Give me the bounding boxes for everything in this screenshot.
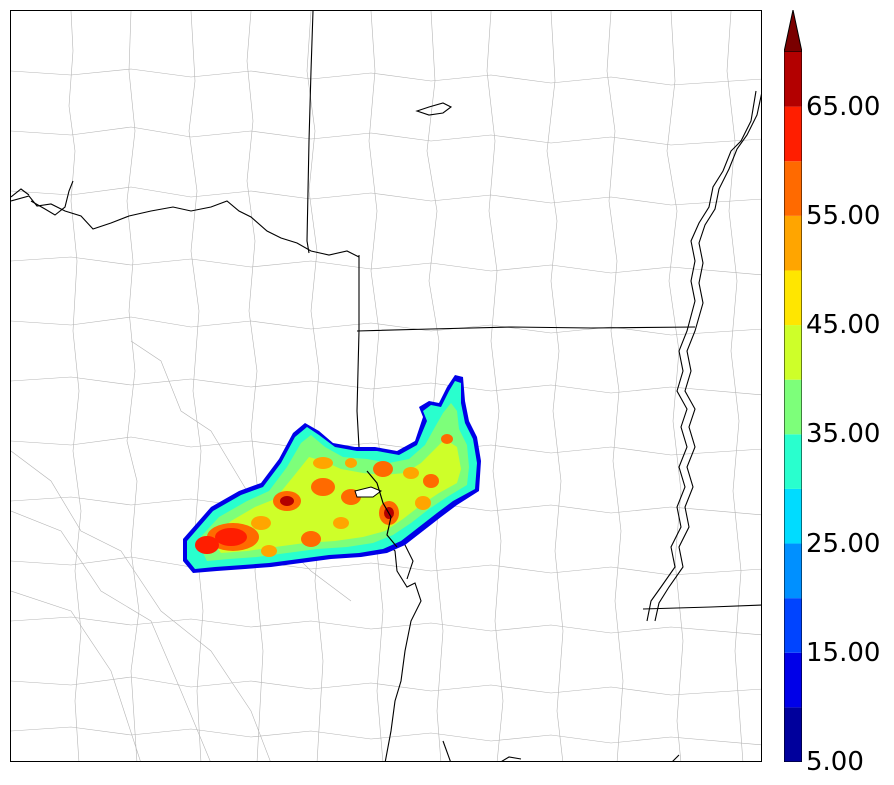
- colorbar-bin: [784, 543, 802, 599]
- map-panel[interactable]: [10, 10, 762, 762]
- colorbar-bin: [784, 161, 802, 216]
- storm-core: [195, 536, 219, 554]
- storm-core: [415, 496, 431, 510]
- precip-field: [183, 375, 481, 573]
- colorbar-tick-label: 55.00: [806, 200, 881, 231]
- storm-core: [313, 457, 333, 469]
- storm-core: [301, 531, 321, 547]
- colorbar-tick-label: 35.00: [806, 419, 881, 450]
- colorbar-bin: [784, 52, 802, 107]
- colorbar-tick-label: 45.00: [806, 310, 881, 341]
- colorbar-tick-label: 15.00: [806, 637, 881, 668]
- colorbar-bin: [784, 270, 802, 326]
- storm-core: [373, 461, 393, 477]
- storm-core: [441, 434, 453, 444]
- storm-core: [311, 478, 335, 496]
- colorbar-bin: [784, 488, 802, 544]
- colorbar-tick-label: 25.00: [806, 528, 881, 559]
- storm-core: [261, 545, 277, 557]
- storm-core: [215, 528, 247, 546]
- storm-core: [423, 474, 439, 488]
- lake-gap: [354, 486, 383, 498]
- colorbar-bin: [784, 707, 802, 762]
- colorbar-bin: [784, 215, 802, 271]
- state-boundaries: [11, 11, 761, 761]
- colorbar-bin: [784, 652, 802, 708]
- colorbar-extend-arrow: [784, 10, 802, 53]
- colorbar-bin: [784, 325, 802, 380]
- colorbar-bin: [784, 434, 802, 489]
- colorbar-bin: [784, 379, 802, 435]
- storm-core: [333, 517, 349, 529]
- storm-core: [280, 496, 294, 506]
- storm-core: [345, 458, 357, 468]
- storm-core: [403, 467, 419, 479]
- map-canvas: [11, 11, 761, 761]
- colorbar: [784, 10, 802, 762]
- county-lines: [11, 11, 761, 761]
- storm-core: [251, 516, 271, 530]
- colorbar-bin: [784, 106, 802, 162]
- river-on-field: [366, 470, 398, 548]
- colorbar-bin: [784, 598, 802, 653]
- colorbar-tick-label: 5.00: [806, 747, 864, 777]
- colorbar-tick-label: 65.00: [806, 91, 881, 122]
- precip-yellow: [211, 439, 461, 553]
